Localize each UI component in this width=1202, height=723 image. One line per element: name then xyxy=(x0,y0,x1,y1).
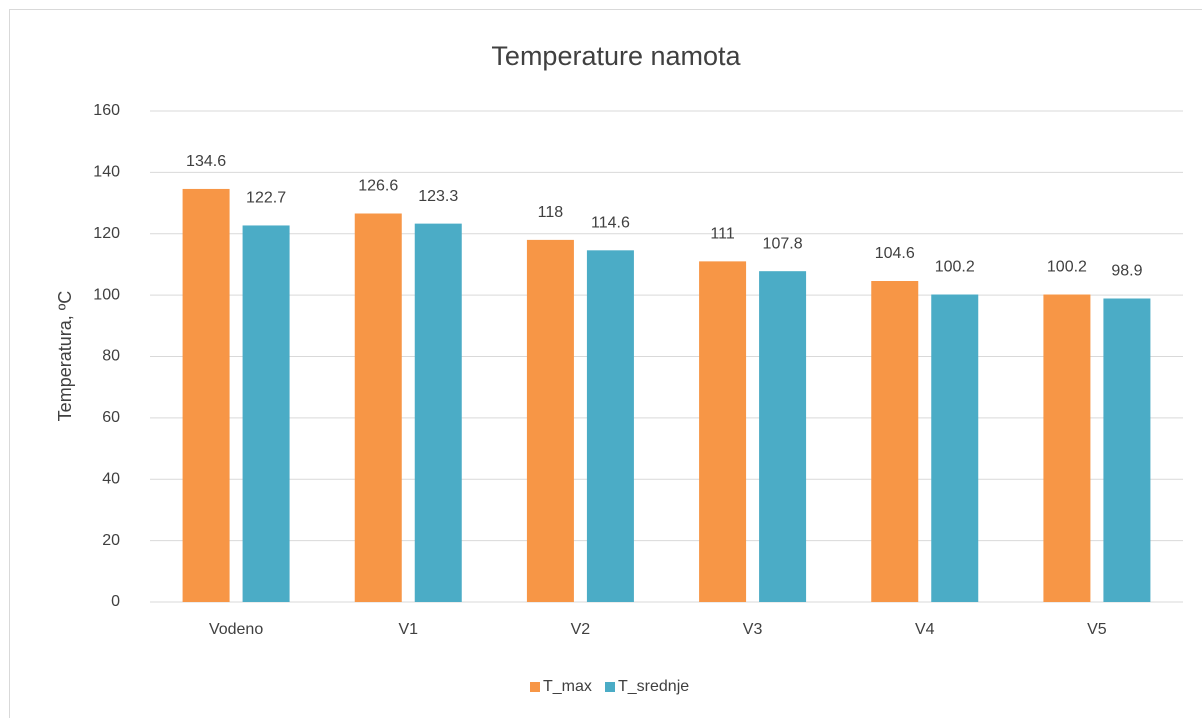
bar xyxy=(243,225,290,602)
x-tick-label: V1 xyxy=(398,621,418,638)
bar xyxy=(587,250,634,602)
x-tick-label: V5 xyxy=(1087,621,1107,638)
x-tick-label: Vodeno xyxy=(209,621,263,638)
legend-label: T_max xyxy=(543,678,592,695)
data-label: 134.6 xyxy=(186,153,226,170)
bar xyxy=(355,213,402,602)
data-label: 123.3 xyxy=(418,188,458,205)
legend-swatch xyxy=(530,682,540,692)
bar xyxy=(759,271,806,602)
bar xyxy=(183,189,230,602)
bar xyxy=(415,224,462,602)
y-tick-label: 80 xyxy=(102,348,120,365)
data-label: 126.6 xyxy=(358,178,398,195)
bar xyxy=(871,281,918,602)
bar xyxy=(699,261,746,602)
chart-title: Temperature namota xyxy=(491,41,741,71)
bar xyxy=(1043,295,1090,602)
data-label: 111 xyxy=(710,226,734,243)
y-tick-label: 0 xyxy=(111,593,120,610)
y-tick-label: 120 xyxy=(93,225,120,242)
y-tick-label: 40 xyxy=(102,470,120,487)
y-tick-label: 20 xyxy=(102,532,120,549)
y-tick-label: 60 xyxy=(102,409,120,426)
x-tick-label: V2 xyxy=(571,621,591,638)
y-tick-label: 160 xyxy=(93,102,120,119)
data-label: 107.8 xyxy=(763,235,803,252)
x-tick-label: V3 xyxy=(743,621,763,638)
bar xyxy=(1103,299,1150,602)
bar xyxy=(527,240,574,602)
legend-label: T_srednje xyxy=(618,678,689,695)
data-label: 100.2 xyxy=(935,259,975,276)
y-tick-label: 140 xyxy=(93,164,120,181)
data-label: 118 xyxy=(538,204,564,221)
legend-swatch xyxy=(605,682,615,692)
y-axis-label: Temperatura, ºC xyxy=(55,291,75,422)
bar xyxy=(931,295,978,602)
data-label: 100.2 xyxy=(1047,259,1087,276)
data-label: 98.9 xyxy=(1111,263,1142,280)
data-label: 122.7 xyxy=(246,190,286,207)
data-label: 114.6 xyxy=(591,215,630,232)
data-label: 104.6 xyxy=(875,245,915,262)
y-tick-label: 100 xyxy=(93,286,120,303)
x-tick-label: V4 xyxy=(915,621,935,638)
